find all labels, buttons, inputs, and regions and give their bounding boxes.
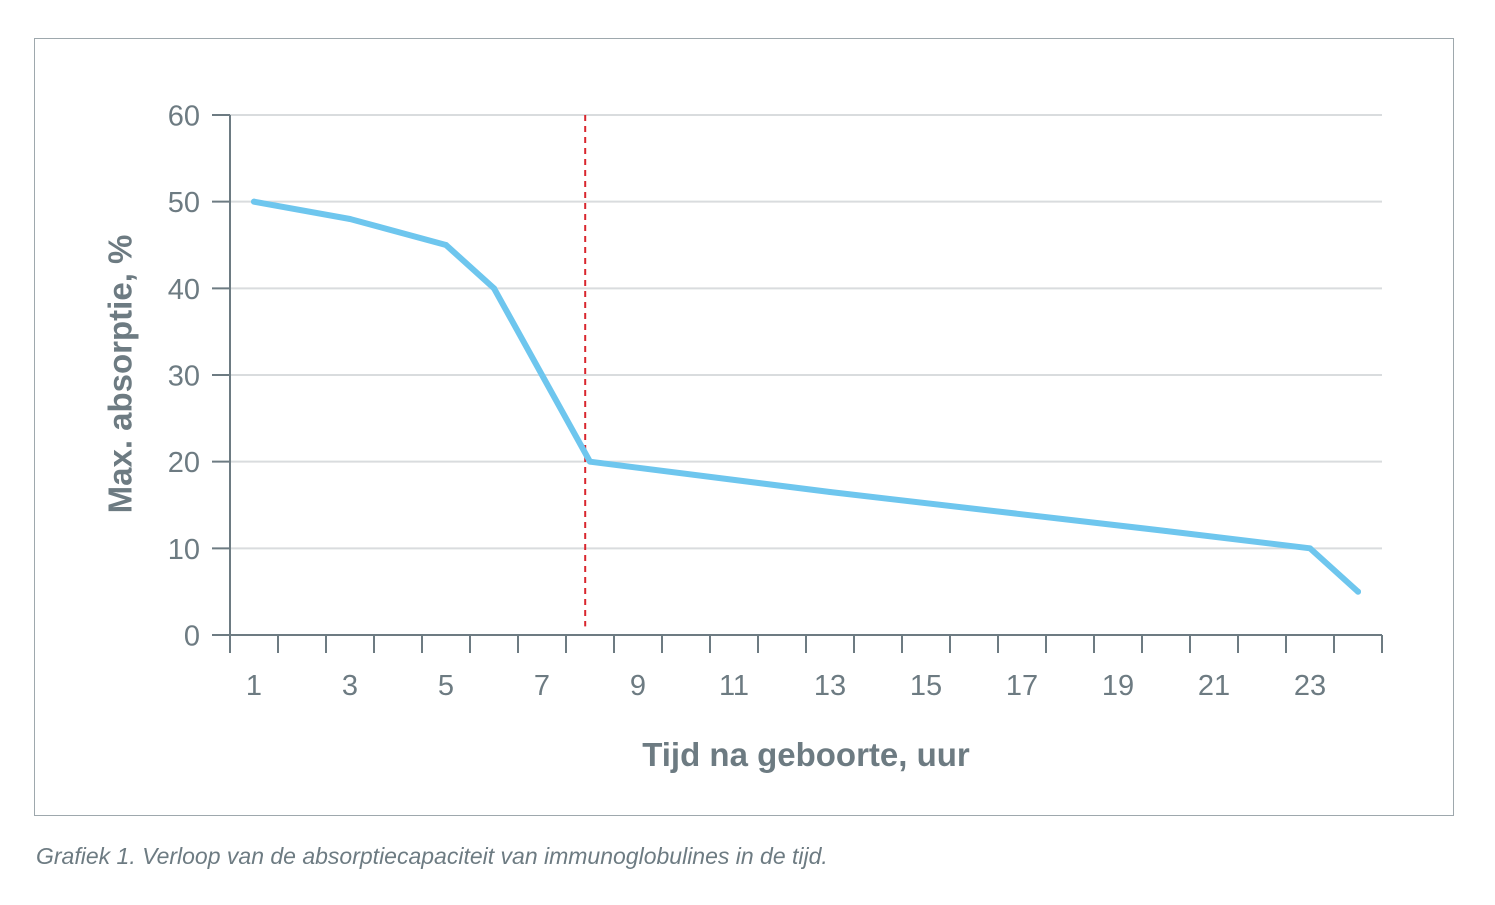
x-tick-label-5: 5 [438, 670, 454, 702]
chart-frame [34, 38, 1454, 816]
x-tick-label-1: 1 [246, 670, 262, 702]
y-tick-label-60: 60 [168, 100, 200, 132]
data-point-0-8 [1355, 588, 1361, 595]
series-line-0 [251, 198, 1361, 595]
data-point-0-5 [827, 489, 833, 495]
data-point-0-2 [443, 242, 449, 248]
y-tick-label-20: 20 [168, 447, 200, 479]
data-point-0-3 [491, 285, 497, 292]
x-tick-label-15: 15 [910, 670, 942, 702]
axes [212, 114, 1383, 653]
x-axis-title: Tijd na geboorte, uur [642, 736, 970, 773]
gridlines [230, 114, 1382, 550]
y-tick-label-50: 50 [168, 187, 200, 219]
y-tick-label-0: 0 [184, 620, 200, 652]
x-tick-label-17: 17 [1006, 670, 1038, 702]
y-tick-label-30: 30 [168, 360, 200, 392]
data-point-0-6 [1163, 528, 1169, 534]
y-axis-title: Max. absorptie, % [102, 235, 139, 514]
data-point-0-1 [347, 216, 353, 222]
x-tick-label-7: 7 [534, 670, 550, 702]
series-group [251, 198, 1361, 595]
data-point-0-7 [1307, 545, 1313, 552]
x-tick-label-11: 11 [719, 670, 749, 702]
y-tick-label-40: 40 [168, 274, 200, 306]
data-point-0-4 [587, 458, 593, 465]
x-tick-labels: 1 3 5 7 9 11 13 15 17 19 21 23 [246, 670, 1326, 702]
data-point-0-0 [251, 198, 257, 205]
x-tick-label-23: 23 [1294, 670, 1326, 702]
x-tick-label-9: 9 [630, 670, 646, 702]
y-tick-label-10: 10 [168, 534, 200, 566]
x-tick-label-19: 19 [1102, 670, 1134, 702]
x-tick-label-21: 21 [1198, 670, 1230, 702]
figure-caption: Grafiek 1. Verloop van de absorptiecapac… [36, 843, 828, 869]
x-tick-label-3: 3 [342, 670, 358, 702]
x-tick-label-13: 13 [814, 670, 846, 702]
y-tick-labels: 0 10 20 30 40 50 60 [168, 100, 200, 652]
